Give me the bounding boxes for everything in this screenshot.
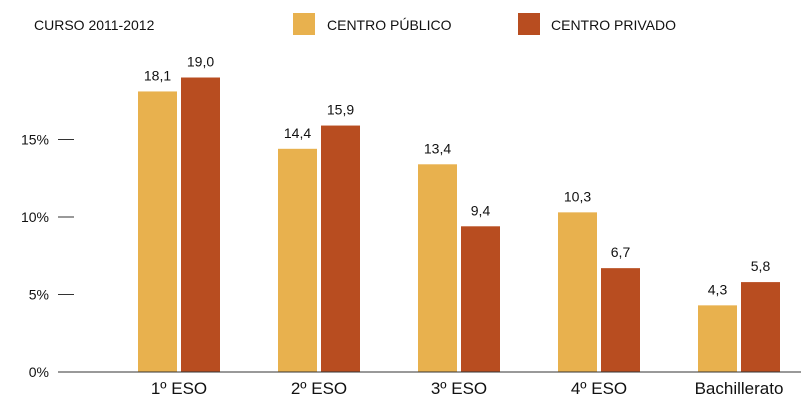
y-axis: 0% 5% 10% 15%: [21, 132, 74, 380]
legend-swatch-privado: [518, 13, 540, 35]
bar: [138, 91, 177, 372]
y-tick-label: 0%: [29, 364, 49, 380]
bar: [741, 282, 780, 372]
chart-subtitle: CURSO 2011-2012: [34, 17, 155, 33]
data-label: 5,8: [751, 258, 771, 274]
legend-label-publico: CENTRO PÚBLICO: [327, 17, 452, 33]
data-label: 14,4: [284, 125, 311, 141]
data-label: 18,1: [144, 67, 171, 83]
x-tick-label: 1º ESO: [151, 379, 207, 398]
bar: [601, 268, 640, 372]
data-label: 10,3: [564, 188, 591, 204]
data-label: 6,7: [611, 244, 631, 260]
x-tick-label: 3º ESO: [431, 379, 487, 398]
legend-swatch-publico: [293, 13, 315, 35]
bar: [321, 125, 360, 372]
legend-label-privado: CENTRO PRIVADO: [551, 17, 676, 33]
bar: [181, 77, 220, 372]
data-label: 13,4: [424, 140, 451, 156]
data-label: 9,4: [471, 202, 491, 218]
x-axis: 1º ESO 2º ESO 3º ESO 4º ESO Bachillerato: [58, 371, 801, 398]
data-label: 15,9: [327, 102, 354, 118]
data-label: 19,0: [187, 54, 214, 70]
bar: [461, 226, 500, 372]
bar: [278, 148, 317, 372]
x-tick-label: Bachillerato: [695, 379, 784, 398]
data-label: 4,3: [708, 281, 728, 297]
bar: [558, 212, 597, 372]
bars: 18,1 19,0 14,4 15,9 13,4 9,4 10,3 6,7 4,3 5,8: [138, 54, 780, 372]
bar: [698, 305, 737, 372]
bar: [418, 164, 457, 372]
y-tick-label: 5%: [29, 287, 49, 303]
x-tick-label: 4º ESO: [571, 379, 627, 398]
x-tick-label: 2º ESO: [291, 379, 347, 398]
y-tick-label: 15%: [21, 132, 49, 148]
y-tick-label: 10%: [21, 209, 49, 225]
